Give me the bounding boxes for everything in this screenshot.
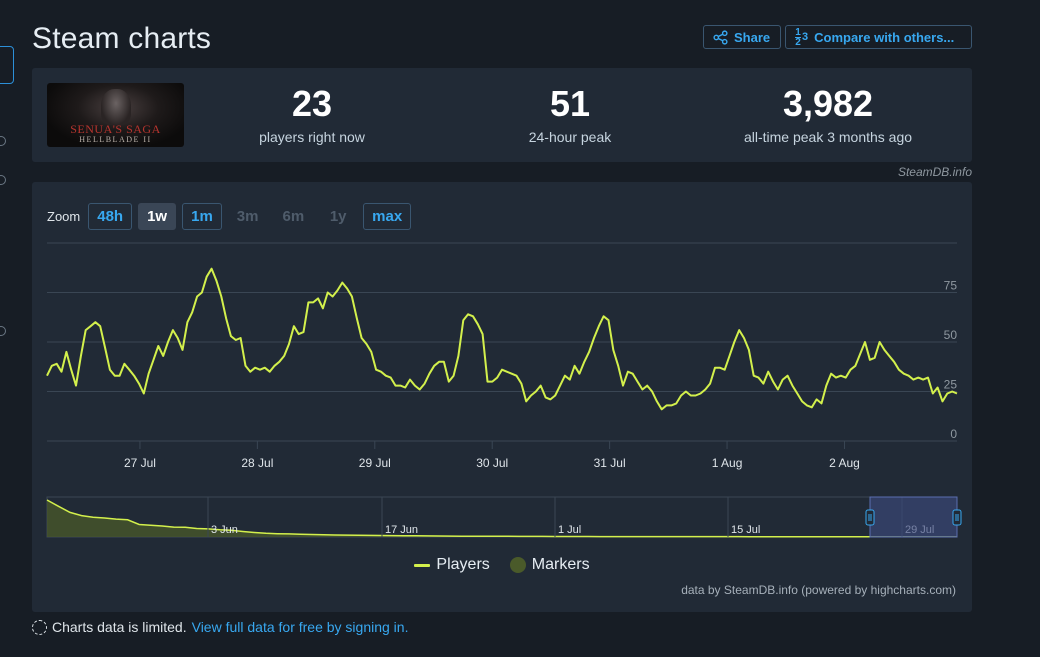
dashed-circle-icon [32, 619, 47, 635]
page-title: Steam charts [32, 22, 212, 55]
zoom-1y-button: 1y [329, 208, 347, 225]
left-sidebar-edge [0, 0, 14, 657]
zoom-1m-button[interactable]: 1m [182, 203, 222, 230]
y-axis-ticks: 0 25 50 75 [944, 279, 958, 442]
sidebar-selected-item[interactable] [0, 46, 14, 84]
x-tick-label: 1 Aug [712, 456, 743, 470]
charts-limited-notice: Charts data is limited. View full data f… [32, 619, 408, 635]
highcharts-credit[interactable]: data by SteamDB.info (powered by highcha… [681, 583, 956, 597]
navigator-handle-left [865, 509, 875, 526]
zoom-3m-button: 3m [236, 208, 259, 225]
navigator-area [47, 500, 957, 537]
zoom-1w-button[interactable]: 1w [138, 203, 177, 230]
x-tick-label: 2 Aug [829, 456, 860, 470]
zoom-controls: Zoom 48h 1w 1m 3m 6m 1y max [47, 202, 412, 231]
stat-players-now: 23 players right now [192, 83, 432, 146]
thumbnail-subtitle: HELLBLADE II [79, 135, 152, 144]
game-thumbnail[interactable]: SENUA'S SAGA HELLBLADE II [47, 83, 184, 147]
navigator-tick-label: 15 Jul [731, 524, 760, 536]
legend-label: Markers [531, 556, 590, 573]
notice-text: Charts data is limited. [52, 619, 187, 635]
sidebar-radio[interactable] [0, 326, 6, 336]
legend-item-markers[interactable]: Markers [509, 556, 590, 574]
compare-label: Compare with others... [814, 29, 955, 45]
x-tick-label: 27 Jul [124, 456, 156, 470]
stat-all-time-peak: 3,982 all-time peak 3 months ago [708, 83, 948, 146]
stat-label: 24-hour peak [528, 129, 612, 145]
sign-in-link[interactable]: View full data for free by signing in. [191, 619, 409, 635]
navigator-handle-right [952, 509, 962, 526]
share-icon [713, 29, 728, 45]
stat-value: 3,982 [782, 83, 874, 124]
steamdb-credit[interactable]: SteamDB.info [897, 165, 972, 179]
zoom-6m-button: 6m [282, 208, 305, 225]
zoom-48h-button[interactable]: 48h [88, 203, 133, 230]
thumbnail-figure [101, 89, 131, 125]
share-label: Share [734, 29, 771, 45]
stat-24h-peak: 51 24-hour peak [450, 83, 690, 146]
y-tick-label: 25 [944, 378, 958, 392]
navigator-tick-label: 17 Jun [385, 524, 418, 536]
x-axis-ticks: 27 Jul 28 Jul 29 Jul 30 Jul 31 Jul 1 Aug 2 Aug [124, 441, 860, 470]
navigator-tick-label: 1 Jul [558, 524, 581, 536]
x-tick-label: 29 Jul [359, 456, 391, 470]
series-layer [46, 267, 958, 411]
navigator-line [46, 499, 957, 538]
sidebar-radio[interactable] [0, 136, 6, 146]
navigator-window [869, 496, 958, 538]
y-tick-label: 0 [950, 427, 957, 441]
players-series-line [46, 267, 958, 411]
y-tick-label: 50 [944, 328, 958, 342]
legend-dot-swatch [509, 557, 526, 573]
zoom-max-button[interactable]: max [363, 203, 412, 230]
legend-label: Players [436, 556, 490, 573]
stat-label: all-time peak 3 months ago [743, 129, 913, 145]
stat-value: 51 [549, 83, 591, 124]
x-tick-label: 31 Jul [594, 456, 626, 470]
x-tick-label: 30 Jul [476, 456, 508, 470]
stat-label: players right now [259, 129, 365, 145]
stat-value: 23 [291, 83, 333, 124]
thumbnail-title: SENUA'S SAGA [70, 122, 161, 136]
legend-line-swatch [414, 563, 431, 567]
chart-legend: Players Markers [32, 556, 972, 574]
y-tick-label: 75 [944, 279, 958, 293]
legend-item-players[interactable]: Players [414, 556, 490, 574]
zoom-label: Zoom [47, 209, 81, 224]
grid-lines [47, 242, 957, 442]
player-count-chart[interactable]: 0 25 50 75 27 Jul 28 Jul 29 Jul 30 Jul 31 Jul 1 … [32, 182, 972, 554]
x-tick-label: 28 Jul [241, 456, 273, 470]
sidebar-radio[interactable] [0, 175, 6, 185]
share-button[interactable]: Share [703, 25, 781, 49]
chart-card: Zoom 48h 1w 1m 3m 6m 1y max 0 25 50 75 27 J… [32, 182, 972, 612]
navigator-tick-label: 3 Jun [211, 524, 238, 536]
stats-card: SENUA'S SAGA HELLBLADE II 23 players rig… [32, 68, 972, 162]
